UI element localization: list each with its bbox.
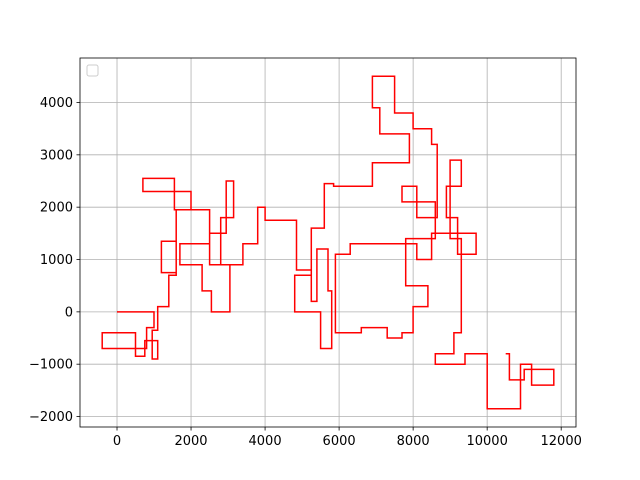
y-tick-label: 2000	[40, 201, 73, 216]
y-tick-label: 3000	[40, 148, 73, 163]
y-tick-label: 1000	[40, 253, 73, 268]
axes-frame	[79, 57, 577, 428]
x-tick-label: 0	[113, 434, 121, 449]
x-tick-label: 10000	[466, 434, 507, 449]
y-tick-label: 4000	[40, 96, 73, 111]
axis-ticks: 0 2000 4000 6000 8000 10000 12000 −2000 −1000 0 10…	[29, 96, 582, 449]
x-tick-label: 6000	[323, 434, 356, 449]
legend-box	[86, 64, 99, 77]
series-line-1	[101, 75, 555, 410]
x-tick-label: 2000	[174, 434, 207, 449]
x-tick-label: 4000	[249, 434, 282, 449]
x-tick-label: 12000	[541, 434, 582, 449]
y-tick-label: 0	[65, 305, 73, 320]
y-tick-label: −2000	[29, 410, 73, 425]
plot-area	[101, 75, 555, 410]
y-tick-label: −1000	[29, 358, 73, 373]
plot-frame	[79, 57, 577, 428]
legend	[86, 64, 99, 77]
grid-lines	[80, 58, 576, 427]
x-tick-label: 8000	[397, 434, 430, 449]
